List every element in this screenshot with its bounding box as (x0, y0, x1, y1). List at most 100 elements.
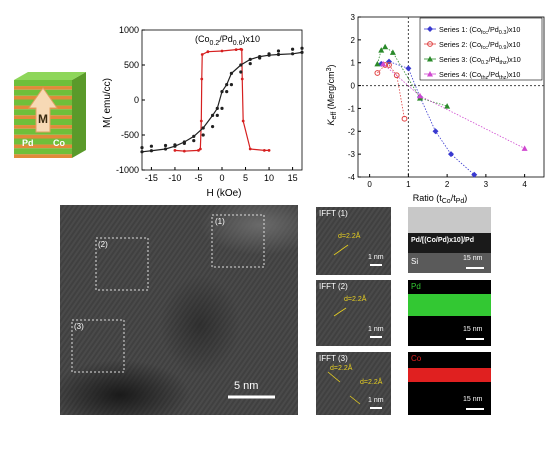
ifft-scale-2: 1 nm (368, 326, 384, 333)
schematic-layer-green (14, 80, 72, 87)
hysteresis-point (225, 83, 229, 87)
hysteresis-point (182, 149, 186, 153)
y-tick-label: -4 (348, 173, 356, 182)
hysteresis-point (192, 134, 196, 138)
region-box-3 (71, 319, 125, 373)
stack-label: Pd/[(Co/Pd)x10]/Pd (411, 237, 475, 244)
ifft-d-2: d=2.2Å (344, 296, 367, 303)
hysteresis-point (198, 147, 202, 151)
hysteresis-point (215, 113, 219, 117)
ifft-d-3a: d=2.2Å (330, 365, 353, 372)
hysteresis-point (300, 46, 304, 50)
keff-series-3 (376, 46, 448, 107)
hysteresis-point (225, 90, 229, 94)
y-tick-label: 0 (351, 82, 356, 91)
hysteresis-point (182, 141, 186, 145)
region-box-1 (211, 214, 265, 268)
y-tick-label: -500 (121, 130, 139, 140)
co-band (408, 368, 491, 382)
keff-point (448, 151, 454, 158)
arrow-label: M (38, 112, 48, 126)
y-tick-label: 0 (134, 95, 139, 105)
ifft-scale-1: 1 nm (368, 254, 384, 261)
hysteresis-point (210, 125, 215, 129)
schematic-layer-orange (14, 154, 72, 158)
schematic-layer-green (14, 138, 72, 145)
hysteresis-point (192, 139, 196, 143)
region-label-1: (1) (215, 217, 225, 226)
hysteresis-ylabel: M( emu/cc) (102, 78, 113, 128)
pd-label: Pd (22, 138, 34, 148)
schematic-layer-green (14, 148, 72, 155)
region-label-3: (3) (74, 322, 84, 331)
keff-point (521, 145, 528, 151)
keff-point (427, 56, 433, 62)
hysteresis-point (163, 143, 168, 148)
hysteresis-point (220, 106, 224, 110)
schematic-layer-orange (14, 144, 72, 149)
hysteresis-loop-1 (174, 48, 270, 152)
hysteresis-point (200, 77, 204, 81)
pd-map-label: Pd (411, 282, 421, 291)
ifft-panel-2: IFFT (2) d=2.2Å 1 nm (316, 280, 391, 346)
schematic-layer-orange (14, 134, 72, 139)
ifft-title-1: IFFT (1) (319, 209, 348, 218)
y-tick-label: -1000 (116, 165, 139, 175)
magnetization-arrow (28, 87, 58, 133)
hysteresis-point (140, 146, 144, 150)
keff-point (444, 103, 451, 109)
keff-legend: Series 1: (Cofcc/Pd0.3)x10 Series 2: (Cof… (419, 17, 543, 81)
keff-series (374, 43, 528, 178)
hysteresis-point (240, 48, 244, 51)
keff-point (401, 115, 408, 122)
keff-point (427, 41, 433, 47)
hysteresis-point (229, 71, 234, 75)
x-tick-label: 0 (219, 173, 224, 183)
hysteresis-point (140, 150, 144, 154)
hysteresis-point (200, 53, 204, 56)
hysteresis-point (267, 53, 271, 57)
hysteresis-point (201, 133, 205, 137)
x-tick-label: 10 (264, 173, 274, 183)
region-label-2: (2) (98, 240, 108, 249)
schematic-side-face (72, 72, 86, 158)
hysteresis-xlabel: H (kOe) (207, 188, 242, 198)
x-tick-label: -10 (168, 173, 181, 183)
hysteresis-point (215, 106, 219, 110)
y-tick-label: -3 (348, 150, 356, 159)
hysteresis-point (149, 149, 154, 153)
eds-co-map: Co 15 nm (408, 352, 491, 415)
x-tick-label: -15 (145, 173, 158, 183)
ifft-scale-3: 1 nm (368, 397, 384, 404)
keff-point (374, 60, 381, 67)
multilayer-schematic: M Pd Co (14, 72, 86, 158)
x-tick-label: -5 (194, 173, 202, 183)
hysteresis-point (258, 55, 262, 59)
hysteresis-point (163, 147, 168, 151)
hysteresis-point (220, 90, 224, 94)
hysteresis-chart: -15 -10 -5 0 5 10 15 1000 500 0 -500 -1000 (Co0.2/P… (102, 25, 304, 198)
hysteresis-axes: -15 -10 -5 0 5 10 15 1000 500 0 -500 -1000 (116, 25, 303, 183)
hysteresis-point (300, 50, 304, 55)
pd-scale-label: 15 nm (463, 326, 483, 333)
tem-main-image: (2) (1) (3) 5 nm (60, 205, 298, 415)
keff-point (405, 65, 412, 72)
hysteresis-point (201, 126, 205, 130)
hysteresis-point (173, 149, 177, 152)
hysteresis-point (248, 57, 252, 62)
hysteresis-point (262, 149, 266, 152)
x-tick-label: 5 (243, 173, 248, 183)
keff-point (427, 26, 433, 32)
keff-series-2 (377, 64, 405, 119)
y-tick-label: -2 (348, 127, 356, 136)
keff-plot-frame (357, 16, 545, 178)
legend-box (419, 17, 543, 81)
hysteresis-point (276, 49, 281, 53)
keff-point (382, 43, 389, 50)
y-tick-label: 500 (124, 60, 139, 70)
scale-bar-label: 5 nm (234, 380, 259, 392)
keff-xlabel: Ratio (tCo/tPd) (413, 193, 468, 205)
keff-point (417, 92, 423, 99)
ifft-d-1: d=2.2Å (338, 233, 361, 240)
ifft-title-3: IFFT (3) (319, 354, 348, 363)
